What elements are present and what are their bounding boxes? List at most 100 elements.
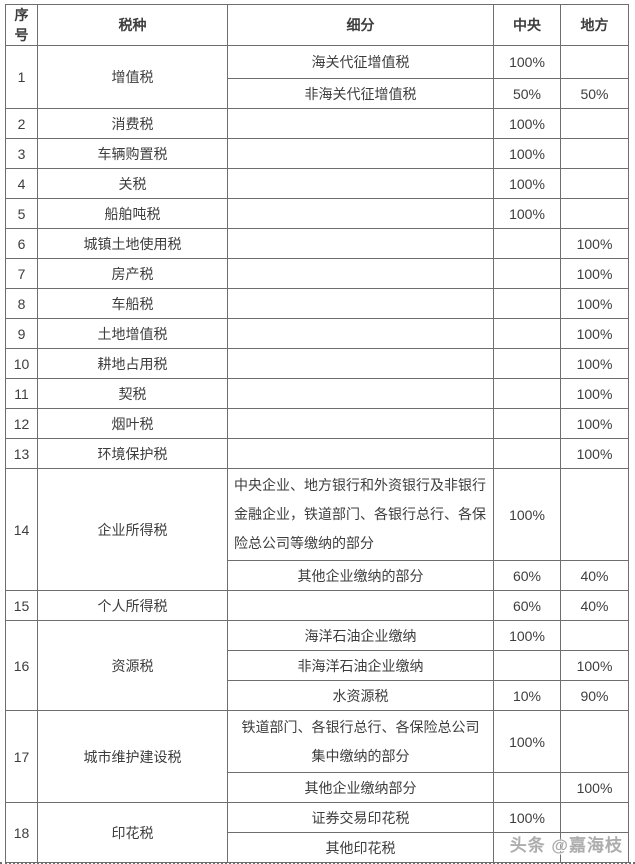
cell-no: 5 xyxy=(5,198,38,229)
cell-tax: 城镇土地使用税 xyxy=(37,228,228,259)
table-row: 10 耕地占用税 100% xyxy=(5,348,629,379)
table-row: 18 印花税 证券交易印花税 100% xyxy=(5,802,629,863)
cell-tax: 印花税 xyxy=(37,802,228,863)
cell-no: 2 xyxy=(5,108,38,139)
cell-local xyxy=(560,802,629,833)
cell-local: 100% xyxy=(560,408,629,439)
cell-tax: 车船税 xyxy=(37,288,228,319)
table-row: 非海洋石油企业缴纳 100% xyxy=(6,650,629,681)
cell-detail: 非海关代征增值税 xyxy=(227,78,494,109)
cell-local: 100% xyxy=(560,438,629,469)
cell-no: 6 xyxy=(5,228,38,259)
cell-central xyxy=(493,650,561,681)
cell-detail xyxy=(227,318,494,349)
table-row: 其他企业缴纳部分 100% xyxy=(6,772,629,803)
cell-tax: 城市维护建设税 xyxy=(37,710,228,803)
cell-detail: 铁道部门、各银行总行、各保险总公司集中缴纳的部分 xyxy=(227,710,494,773)
cell-central: 100% xyxy=(493,710,561,773)
tax-distribution-table: 序号 税种 细分 中央 地方 1 增值税 海关代征增值税 100% 非海关代征增… xyxy=(5,4,629,863)
cell-local: 40% xyxy=(560,590,629,621)
cell-tax: 船舶吨税 xyxy=(37,198,228,229)
cell-detail xyxy=(227,590,494,621)
table-row: 11 契税 100% xyxy=(5,378,629,409)
cell-local: 40% xyxy=(560,560,629,591)
cell-local: 50% xyxy=(560,78,629,109)
table-row: 3 车辆购置税 100% xyxy=(5,138,629,169)
cell-no: 3 xyxy=(5,138,38,169)
cell-detail xyxy=(227,408,494,439)
cell-no: 11 xyxy=(5,378,38,409)
cell-tax: 耕地占用税 xyxy=(37,348,228,379)
header-no: 序号 xyxy=(5,4,38,46)
header-central: 中央 xyxy=(493,4,561,46)
cell-local: 100% xyxy=(560,650,629,681)
cell-detail xyxy=(227,168,494,199)
cell-detail: 中央企业、地方银行和外资银行及非银行金融企业，铁道部门、各银行总行、各保险总公司… xyxy=(227,468,494,561)
toutiao-watermark: 头条 @嘉海枝 xyxy=(509,836,623,855)
cell-no: 12 xyxy=(5,408,38,439)
cell-tax: 企业所得税 xyxy=(37,468,228,591)
cell-central: 60% xyxy=(493,590,561,621)
header-detail: 细分 xyxy=(227,4,494,46)
table-row: 17 城市维护建设税 铁道部门、各银行总行、各保险总公司集中缴纳的部分 100% xyxy=(5,710,629,803)
cell-tax: 资源税 xyxy=(37,620,228,711)
cell-local xyxy=(560,198,629,229)
cell-local: 100% xyxy=(560,772,629,803)
cell-tax: 关税 xyxy=(37,168,228,199)
cell-local xyxy=(560,138,629,169)
cell-detail xyxy=(227,288,494,319)
header-tax: 税种 xyxy=(37,4,228,46)
cell-central xyxy=(493,318,561,349)
cell-tax: 烟叶税 xyxy=(37,408,228,439)
cell-central xyxy=(493,288,561,319)
cell-detail: 证券交易印花税 xyxy=(227,802,494,833)
cell-no: 16 xyxy=(5,620,38,711)
cell-central: 100% xyxy=(493,198,561,229)
cell-local: 100% xyxy=(560,228,629,259)
cell-detail: 非海洋石油企业缴纳 xyxy=(227,650,494,681)
cell-tax: 个人所得税 xyxy=(37,590,228,621)
cell-central: 100% xyxy=(493,802,561,833)
cell-central xyxy=(493,258,561,289)
table-row: 5 船舶吨税 100% xyxy=(5,198,629,229)
table-row: 其他企业缴纳的部分 60% 40% xyxy=(6,560,629,591)
cell-local: 100% xyxy=(560,348,629,379)
cell-tax: 契税 xyxy=(37,378,228,409)
cell-no: 17 xyxy=(5,710,38,803)
cell-tax: 土地增值税 xyxy=(37,318,228,349)
cell-tax: 消费税 xyxy=(37,108,228,139)
cell-detail xyxy=(227,228,494,259)
table-row: 13 环境保护税 100% xyxy=(5,438,629,469)
cell-local: 100% xyxy=(560,318,629,349)
cell-central: 50% xyxy=(493,78,561,109)
cell-no: 1 xyxy=(5,45,38,109)
cell-central: 100% xyxy=(493,45,561,79)
table-row: 6 城镇土地使用税 100% xyxy=(5,228,629,259)
cell-no: 14 xyxy=(5,468,38,591)
cell-central xyxy=(493,438,561,469)
cell-local xyxy=(560,620,629,651)
cell-detail xyxy=(227,138,494,169)
cell-central: 10% xyxy=(493,680,561,711)
cell-central xyxy=(493,348,561,379)
cell-tax: 增值税 xyxy=(37,45,228,109)
cell-central xyxy=(493,772,561,803)
cell-no: 8 xyxy=(5,288,38,319)
cell-central xyxy=(493,408,561,439)
cell-no: 7 xyxy=(5,258,38,289)
cell-central: 100% xyxy=(493,108,561,139)
header-row: 序号 税种 细分 中央 地方 xyxy=(5,4,629,46)
cell-local: 100% xyxy=(560,288,629,319)
table-row: 9 土地增值税 100% xyxy=(5,318,629,349)
cell-tax: 车辆购置税 xyxy=(37,138,228,169)
cell-local xyxy=(560,45,629,79)
cell-local: 100% xyxy=(560,378,629,409)
cell-central: 100% xyxy=(493,138,561,169)
cell-no: 13 xyxy=(5,438,38,469)
table-row: 2 消费税 100% xyxy=(5,108,629,139)
cell-detail: 其他印花税 xyxy=(227,832,494,863)
bottom-dotted-divider xyxy=(0,862,635,864)
cell-local xyxy=(560,168,629,199)
cell-local xyxy=(560,468,629,561)
